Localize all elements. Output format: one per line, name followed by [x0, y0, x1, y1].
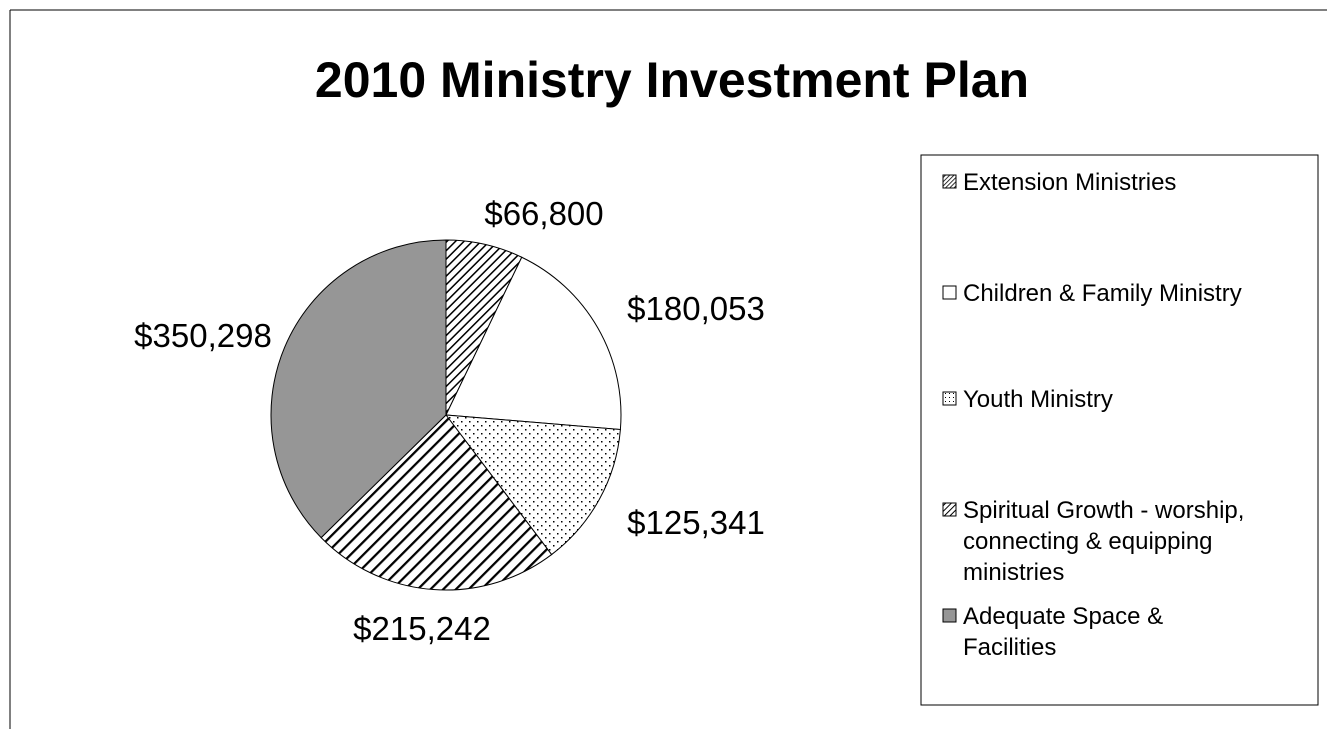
legend-label-youth-ministry: Youth Ministry — [963, 386, 1113, 413]
pie-slice-children-family-ministry — [445, 256, 622, 431]
legend-box — [920, 154, 1319, 706]
legend: Extension Ministries Children & Family M… — [920, 154, 1319, 706]
pie-slice-youth-ministry — [444, 414, 621, 556]
data-label-extension-ministries: $66,800 — [484, 195, 603, 232]
data-labels: $66,800 $180,053 $125,341 $215,242 $350,… — [134, 195, 765, 647]
legend-label-children-family-ministry: Children & Family Ministry — [963, 280, 1242, 307]
data-label-youth-ministry: $125,341 — [627, 504, 765, 541]
data-label-children-family-ministry: $180,053 — [627, 290, 765, 327]
legend-label-extension-ministries: Extension Ministries — [963, 169, 1176, 196]
data-label-spiritual-growth: $215,242 — [353, 610, 491, 647]
legend-swatch-adequate-space-facilities — [942, 608, 957, 623]
legend-swatch-children-family-ministry — [942, 285, 957, 300]
legend-label-adequate-space-facilities: Adequate Space & Facilities — [963, 603, 1170, 661]
pie-slice-adequate-space-facilities — [270, 239, 447, 539]
data-label-adequate-space-facilities: $350,298 — [134, 317, 272, 354]
legend-swatch-extension-ministries — [942, 174, 957, 189]
chart-title: 2010 Ministry Investment Plan — [315, 52, 1029, 108]
pie-slice-spiritual-growth-worship-connecting-equipping-ministries — [320, 414, 553, 591]
legend-swatch-spiritual-growth — [942, 502, 957, 517]
pie-slices — [270, 239, 622, 591]
legend-swatch-youth-ministry — [942, 391, 957, 406]
legend-label-spiritual-growth: Spiritual Growth - worship, connecting &… — [963, 497, 1251, 586]
